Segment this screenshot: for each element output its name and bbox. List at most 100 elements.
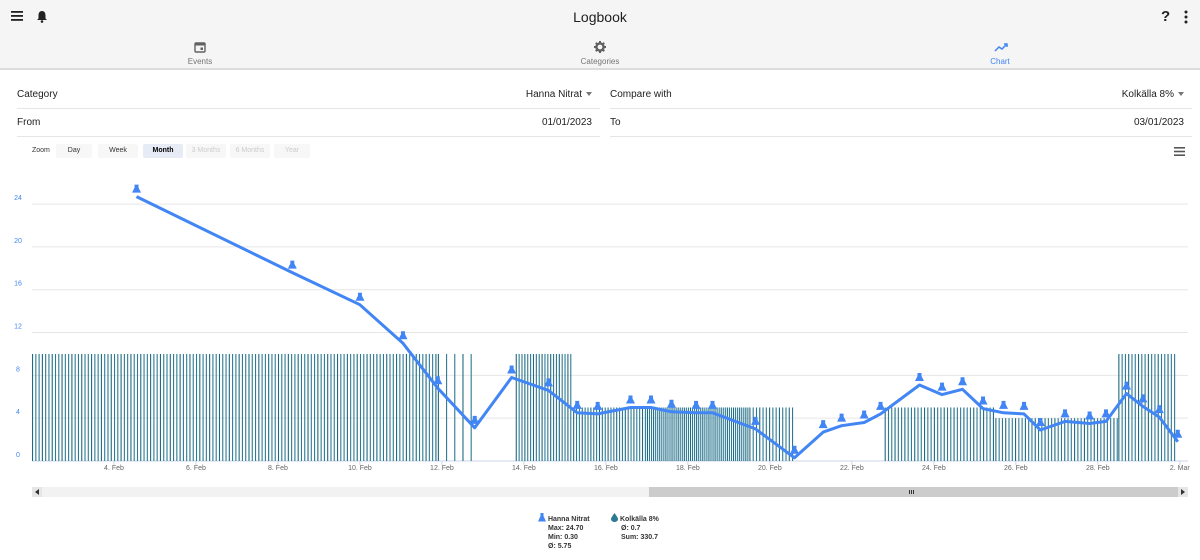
- y-tick-label: 8: [16, 366, 20, 373]
- tab-categories[interactable]: Categories: [400, 34, 800, 68]
- flask-marker[interactable]: [859, 410, 869, 419]
- kolkalla-bar: [963, 407, 965, 461]
- kolkalla-bar: [264, 353, 266, 461]
- flask-marker[interactable]: [287, 260, 297, 269]
- compare-field[interactable]: Compare with Kolkälla 8%: [610, 81, 1192, 109]
- flask-marker[interactable]: [818, 420, 828, 429]
- flask-marker[interactable]: [646, 395, 656, 404]
- flask-marker[interactable]: [1019, 401, 1029, 410]
- kolkalla-bar: [743, 407, 745, 461]
- flask-marker[interactable]: [1154, 405, 1164, 414]
- flask-marker[interactable]: [132, 184, 142, 193]
- kolkalla-bar: [45, 353, 47, 461]
- flask-marker[interactable]: [1101, 409, 1111, 418]
- kolkalla-bar: [564, 353, 566, 461]
- flask-marker[interactable]: [751, 416, 761, 425]
- kolkalla-bar: [1011, 418, 1013, 461]
- kolkalla-bar: [718, 407, 720, 461]
- zoom-week-button[interactable]: Week: [98, 144, 138, 158]
- legend-kolkalla[interactable]: Kolkälla 8% Ø: 0.7 Sum: 330.7: [611, 513, 659, 542]
- flask-marker[interactable]: [1085, 411, 1095, 420]
- flask-marker[interactable]: [789, 445, 799, 454]
- more-vert-icon[interactable]: [1184, 10, 1188, 24]
- legend-series1-name: Hanna Nitrat: [547, 516, 590, 523]
- flask-marker[interactable]: [666, 399, 676, 408]
- tab-events[interactable]: Events: [0, 34, 400, 68]
- flask-marker[interactable]: [999, 400, 1009, 409]
- trending-up-icon: [994, 43, 1008, 52]
- flask-marker[interactable]: [837, 413, 847, 422]
- kolkalla-bar: [687, 407, 689, 461]
- tab-chart[interactable]: Chart: [800, 34, 1200, 68]
- flask-marker[interactable]: [937, 382, 947, 391]
- help-icon[interactable]: ?: [1161, 8, 1171, 25]
- menu-icon[interactable]: [11, 11, 23, 21]
- kolkalla-bar: [333, 353, 335, 461]
- kolkalla-bar: [641, 407, 644, 461]
- to-field[interactable]: To 03/01/2023: [610, 109, 1192, 137]
- flask-marker[interactable]: [1173, 429, 1183, 438]
- zoom-month-button[interactable]: Month: [143, 144, 183, 158]
- flask-marker[interactable]: [978, 396, 988, 405]
- from-field[interactable]: From 01/01/2023: [17, 109, 600, 137]
- kolkalla-bar: [336, 353, 339, 461]
- kolkalla-bar: [418, 353, 421, 461]
- zoom-label: Zoom: [32, 147, 50, 154]
- bell-icon[interactable]: [36, 10, 48, 23]
- category-field[interactable]: Category Hanna Nitrat: [17, 81, 600, 109]
- compare-select[interactable]: Kolkälla 8%: [1122, 89, 1184, 100]
- kolkalla-bar: [669, 407, 671, 461]
- gear-icon: [594, 41, 606, 53]
- kolkalla-bar: [901, 407, 903, 461]
- chart-scrollbar-track[interactable]: [32, 487, 1188, 497]
- flask-marker[interactable]: [507, 365, 517, 374]
- flask-marker[interactable]: [914, 373, 924, 382]
- flask-marker[interactable]: [958, 377, 968, 386]
- flask-marker[interactable]: [572, 400, 582, 409]
- kolkalla-bar: [120, 353, 122, 461]
- kolkalla-bar: [633, 407, 635, 461]
- category-select[interactable]: Hanna Nitrat: [526, 89, 592, 100]
- kolkalla-bar: [1047, 418, 1049, 461]
- kolkalla-bar: [48, 353, 50, 461]
- kolkalla-bar: [1141, 353, 1143, 461]
- kolkalla-bar: [1074, 418, 1076, 461]
- kolkalla-bar: [708, 407, 710, 461]
- kolkalla-bar: [910, 407, 912, 461]
- flask-marker[interactable]: [355, 292, 365, 301]
- flask-marker[interactable]: [398, 331, 408, 340]
- kolkalla-bar: [950, 407, 952, 461]
- to-date-input[interactable]: 03/01/2023: [1133, 117, 1184, 128]
- chart-menu-icon[interactable]: [1174, 147, 1185, 156]
- flask-marker[interactable]: [707, 400, 717, 409]
- flask-marker[interactable]: [1035, 417, 1045, 426]
- flask-marker[interactable]: [1122, 381, 1132, 390]
- flask-marker[interactable]: [1138, 394, 1148, 403]
- flask-marker[interactable]: [691, 400, 701, 409]
- kolkalla-bar: [399, 353, 401, 461]
- kolkalla-bar: [127, 353, 129, 461]
- drop-icon: [611, 513, 618, 522]
- y-tick-label: 12: [14, 324, 22, 331]
- zoom-day-button[interactable]: Day: [56, 144, 92, 158]
- from-date-input[interactable]: 01/01/2023: [541, 117, 592, 128]
- flask-marker[interactable]: [1060, 409, 1070, 418]
- kolkalla-bar: [437, 353, 439, 461]
- kolkalla-bar: [535, 353, 537, 461]
- kolkalla-bar: [527, 353, 529, 461]
- flask-marker[interactable]: [544, 378, 554, 387]
- flask-marker[interactable]: [470, 415, 480, 424]
- kolkalla-bar: [953, 407, 955, 461]
- kolkalla-bar: [169, 353, 171, 461]
- flask-marker[interactable]: [876, 401, 886, 410]
- kolkalla-bar: [248, 353, 250, 461]
- kolkalla-bar: [343, 353, 345, 461]
- legend-hanna-nitrat[interactable]: Hanna Nitrat Max: 24.70 Min: 0.30 Ø: 5.7…: [538, 513, 590, 551]
- kolkalla-bar: [553, 353, 555, 461]
- flask-marker[interactable]: [593, 401, 603, 410]
- flask-marker[interactable]: [433, 376, 443, 385]
- chart-area[interactable]: 0 4 8 12 16 20 24 4. Feb 6. Feb 8. Feb 10. Feb 12.…: [0, 160, 1200, 500]
- flask-marker[interactable]: [625, 395, 635, 404]
- kolkalla-bar: [1137, 353, 1140, 461]
- kolkalla-bar: [685, 407, 687, 461]
